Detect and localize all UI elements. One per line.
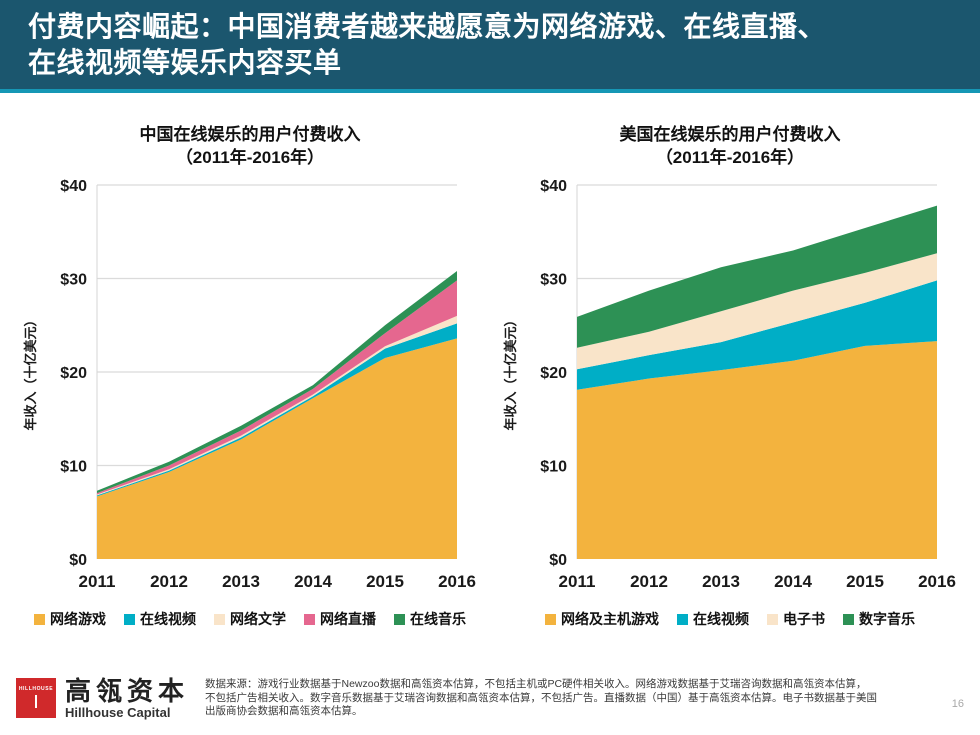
y-tick-label: $10: [540, 459, 567, 476]
us-stacked-area-chart: $0 $10 $20 $30 $40 2011 2012 2013 2014 2015 2016 年收…: [503, 178, 956, 591]
area-layer-0: [97, 338, 457, 559]
legend-label: 在线视频: [140, 611, 196, 627]
legend-swatch: [767, 613, 778, 625]
hillhouse-logo-name-cn: 高瓴资本: [65, 676, 190, 706]
x-tick-label: 2011: [79, 572, 116, 591]
y-tick-label: $20: [540, 365, 567, 382]
china-chart-title: 中国在线娱乐的用户付费收入: [139, 125, 361, 144]
x-tick-label: 2013: [222, 572, 260, 591]
y-axis-title: 年收入（十亿美元）: [23, 313, 38, 430]
legend-item: 网络文学: [214, 609, 286, 629]
legend-swatch: [545, 613, 556, 625]
legend-item: 在线音乐: [394, 609, 466, 629]
x-tick-label: 2012: [150, 572, 188, 591]
y-tick-label: $40: [60, 178, 87, 195]
legend-item: 网络直播: [304, 609, 376, 629]
legend-swatch: [677, 613, 688, 625]
us-chart-legend: 网络及主机游戏 在线视频 电子书 数字音乐: [490, 609, 970, 629]
hillhouse-logo: HILLHOUSE 高瓴资本 Hillhouse Capital: [16, 678, 189, 720]
legend-item: 在线视频: [124, 609, 196, 629]
x-tick-label: 2011: [559, 572, 596, 591]
x-tick-label: 2014: [294, 572, 332, 591]
legend-item: 在线视频: [677, 609, 749, 629]
charts-row: 中国在线娱乐的用户付费收入 （2011年-2016年） $0 $10 $20 $30 $…: [0, 123, 980, 629]
legend-swatch: [394, 613, 405, 625]
legend-label: 在线视频: [693, 611, 749, 627]
legend-label: 数字音乐: [859, 611, 915, 627]
area-layer-2: [97, 315, 457, 496]
legend-swatch: [124, 613, 135, 625]
legend-swatch: [214, 613, 225, 625]
slide-title: 付费内容崛起：中国消费者越来越愿意为网络游戏、在线直播、 在线视频等娱乐内容买单: [28, 11, 827, 78]
y-tick-label: $0: [69, 552, 87, 569]
legend-item: 网络及主机游戏: [545, 609, 659, 629]
hillhouse-logo-mark-text: HILLHOUSE: [18, 686, 54, 692]
us-chart-subtitle: （2011年-2016年）: [655, 148, 805, 167]
area-layer-3: [577, 205, 937, 348]
area-layer-0: [577, 341, 937, 559]
slide-footer: HILLHOUSE 高瓴资本 Hillhouse Capital 数据来源：游戏…: [16, 678, 964, 720]
china-chart-subtitle: （2011年-2016年）: [175, 148, 325, 167]
y-tick-label: $10: [60, 459, 87, 476]
us-chart-title-block: 美国在线娱乐的用户付费收入 （2011年-2016年）: [490, 123, 970, 169]
us-chart-title: 美国在线娱乐的用户付费收入: [619, 125, 841, 144]
page-number: 16: [951, 698, 964, 710]
source-note: 数据来源：游戏行业数据基于Newzoo数据和高瓴资本估算，不包括主机或PC硬件相…: [205, 678, 878, 717]
y-tick-label: $30: [60, 272, 87, 289]
area-layer-1: [97, 323, 457, 497]
x-tick-label: 2016: [918, 572, 956, 591]
area-layer-2: [577, 253, 937, 370]
hillhouse-logo-name-en: Hillhouse Capital: [65, 705, 171, 720]
x-tick-label: 2013: [702, 572, 740, 591]
legend-label: 网络及主机游戏: [561, 611, 659, 627]
x-tick-label: 2015: [366, 572, 404, 591]
legend-swatch: [304, 613, 315, 625]
legend-swatch: [843, 613, 854, 625]
china-stacked-area-chart: $0 $10 $20 $30 $40 2011 2012 2013 2014 2015 2016 年收…: [23, 178, 476, 591]
y-tick-label: $0: [549, 552, 567, 569]
slide-header: 付费内容崛起：中国消费者越来越愿意为网络游戏、在线直播、 在线视频等娱乐内容买单: [0, 0, 980, 93]
china-chart-title-block: 中国在线娱乐的用户付费收入 （2011年-2016年）: [10, 123, 490, 169]
legend-label: 网络文学: [230, 611, 286, 627]
legend-label: 网络游戏: [50, 611, 106, 627]
legend-label: 在线音乐: [410, 611, 466, 627]
x-tick-label: 2016: [438, 572, 476, 591]
hillhouse-logo-mark: HILLHOUSE: [16, 678, 56, 718]
x-tick-label: 2012: [630, 572, 668, 591]
legend-label: 网络直播: [320, 611, 376, 627]
hillhouse-logo-names: 高瓴资本 Hillhouse Capital: [65, 676, 190, 721]
x-tick-label: 2015: [846, 572, 884, 591]
y-tick-label: $40: [540, 178, 567, 195]
hillhouse-logo-bar: [35, 695, 37, 708]
us-chart-panel: 美国在线娱乐的用户付费收入 （2011年-2016年） $0 $10 $20 $30 $…: [490, 123, 970, 629]
china-chart-legend: 网络游戏 在线视频 网络文学 网络直播 在线音乐: [10, 609, 490, 629]
china-chart-panel: 中国在线娱乐的用户付费收入 （2011年-2016年） $0 $10 $20 $30 $…: [10, 123, 490, 629]
legend-item: 电子书: [767, 609, 825, 629]
x-tick-label: 2014: [774, 572, 812, 591]
legend-item: 数字音乐: [843, 609, 915, 629]
y-tick-label: $30: [540, 272, 567, 289]
legend-item: 网络游戏: [34, 609, 106, 629]
legend-swatch: [34, 613, 45, 625]
y-tick-label: $20: [60, 365, 87, 382]
legend-label: 电子书: [783, 611, 825, 627]
y-axis-title: 年收入（十亿美元）: [503, 313, 518, 430]
